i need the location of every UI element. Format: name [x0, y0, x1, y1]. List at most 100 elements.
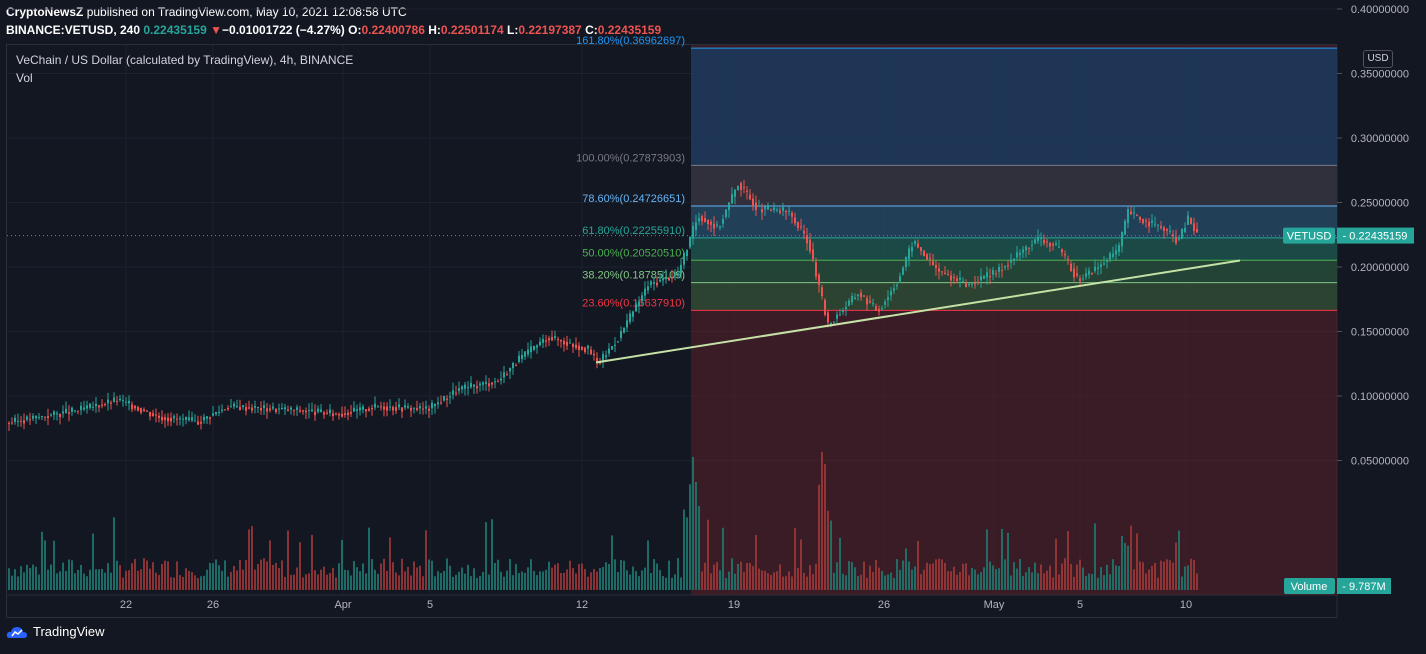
volume-bar	[392, 562, 394, 590]
candle-body	[626, 320, 628, 328]
candle-body	[494, 381, 496, 383]
candle-body	[545, 340, 547, 342]
candle-body	[335, 413, 337, 415]
candle-body	[866, 298, 868, 305]
candle-body	[710, 221, 712, 225]
candle-body	[128, 400, 130, 404]
volume-bar	[1184, 566, 1186, 590]
candle-body	[194, 420, 196, 422]
candle-body	[620, 331, 622, 338]
volume-bar	[500, 571, 502, 590]
volume-bar	[1037, 573, 1039, 590]
volume-bar	[638, 576, 640, 590]
volume-bar	[842, 573, 844, 590]
volume-bar	[68, 559, 70, 590]
volume-bar	[722, 527, 724, 590]
trendline[interactable]	[595, 259, 1241, 364]
candle-body	[176, 418, 178, 420]
candle-body	[26, 416, 28, 420]
volume-bar	[182, 576, 184, 590]
candle-body	[398, 404, 400, 408]
candle-body	[761, 209, 763, 213]
candle-body	[1040, 237, 1042, 239]
candle-body	[1088, 270, 1090, 275]
last-price-badge[interactable]	[1337, 227, 1414, 244]
volume-bar	[284, 576, 286, 590]
candle-body	[470, 383, 472, 388]
low-value: 0.22197387	[518, 23, 582, 37]
candle-body	[890, 291, 892, 296]
candle-body	[842, 310, 844, 313]
candle-body	[380, 406, 382, 408]
candle-body	[614, 344, 616, 346]
candle-body	[1145, 220, 1147, 222]
volume-bar	[1172, 562, 1174, 590]
candle-body	[728, 202, 730, 211]
tradingview-logo[interactable]: TradingView	[6, 624, 105, 639]
volume-bar	[872, 571, 874, 590]
volume-bar	[278, 567, 280, 590]
candle-body	[923, 250, 925, 256]
candle-body	[542, 338, 544, 343]
candle-body	[686, 249, 688, 257]
candle-body	[962, 280, 964, 282]
candle-body	[44, 416, 46, 418]
candle-body	[791, 213, 793, 217]
volume-bar	[737, 563, 739, 590]
high-label: H:	[428, 23, 441, 37]
volume-bar	[233, 565, 235, 590]
volume-bar	[221, 570, 223, 590]
candle-body	[1112, 253, 1114, 257]
volume-bar	[581, 563, 583, 590]
candle-body	[212, 413, 214, 416]
candle-body	[935, 264, 937, 269]
candle-body	[635, 303, 637, 312]
candle-body	[956, 278, 958, 281]
volume-bar	[596, 571, 598, 590]
candle-body	[524, 351, 526, 357]
volume-bar	[74, 573, 76, 590]
candle-body	[869, 300, 871, 303]
candle-body	[596, 358, 598, 362]
volume-bar	[1085, 575, 1087, 590]
candle-body	[746, 190, 748, 193]
time-tick-label: 22	[120, 599, 132, 611]
candle-body	[968, 284, 970, 286]
candle-body	[722, 219, 724, 224]
volume-bar	[647, 540, 649, 590]
volume-value-badge[interactable]	[1337, 578, 1391, 594]
volume-bar	[1034, 562, 1036, 590]
symbol-badge[interactable]	[1283, 227, 1335, 244]
candle-body	[371, 408, 373, 410]
candle-body	[1064, 254, 1066, 256]
candle-body	[134, 405, 136, 409]
volume-bar	[230, 571, 232, 590]
price-axis[interactable]	[1337, 44, 1420, 618]
candle-body	[800, 226, 802, 228]
candle-body	[311, 409, 313, 412]
candle-body	[434, 403, 436, 407]
candle-body	[32, 415, 34, 419]
candle-body	[1082, 278, 1084, 280]
currency-badge[interactable]: USD	[1363, 50, 1393, 68]
candle-body	[233, 403, 235, 407]
volume-bar	[1061, 563, 1063, 590]
candle-body	[929, 257, 931, 259]
candle-body	[740, 183, 742, 190]
volume-bar	[584, 568, 586, 590]
candle-body	[158, 415, 160, 419]
volume-bar	[269, 540, 271, 590]
candle-body	[908, 248, 910, 260]
volume-bar	[707, 519, 709, 590]
volume-bar	[902, 560, 904, 590]
volume-bar	[746, 562, 748, 590]
footer	[0, 618, 1426, 654]
fib-band	[691, 237, 1337, 261]
price-chart[interactable]: 0.40000000 0.35000000 0.30000000 0.25000000…	[0, 0, 1426, 618]
volume-bar	[296, 567, 298, 590]
candle-body	[851, 295, 853, 303]
volume-badge[interactable]	[1284, 578, 1335, 594]
volume-bar	[887, 574, 889, 590]
volume-bar	[1067, 531, 1069, 590]
candle-body	[605, 355, 607, 358]
